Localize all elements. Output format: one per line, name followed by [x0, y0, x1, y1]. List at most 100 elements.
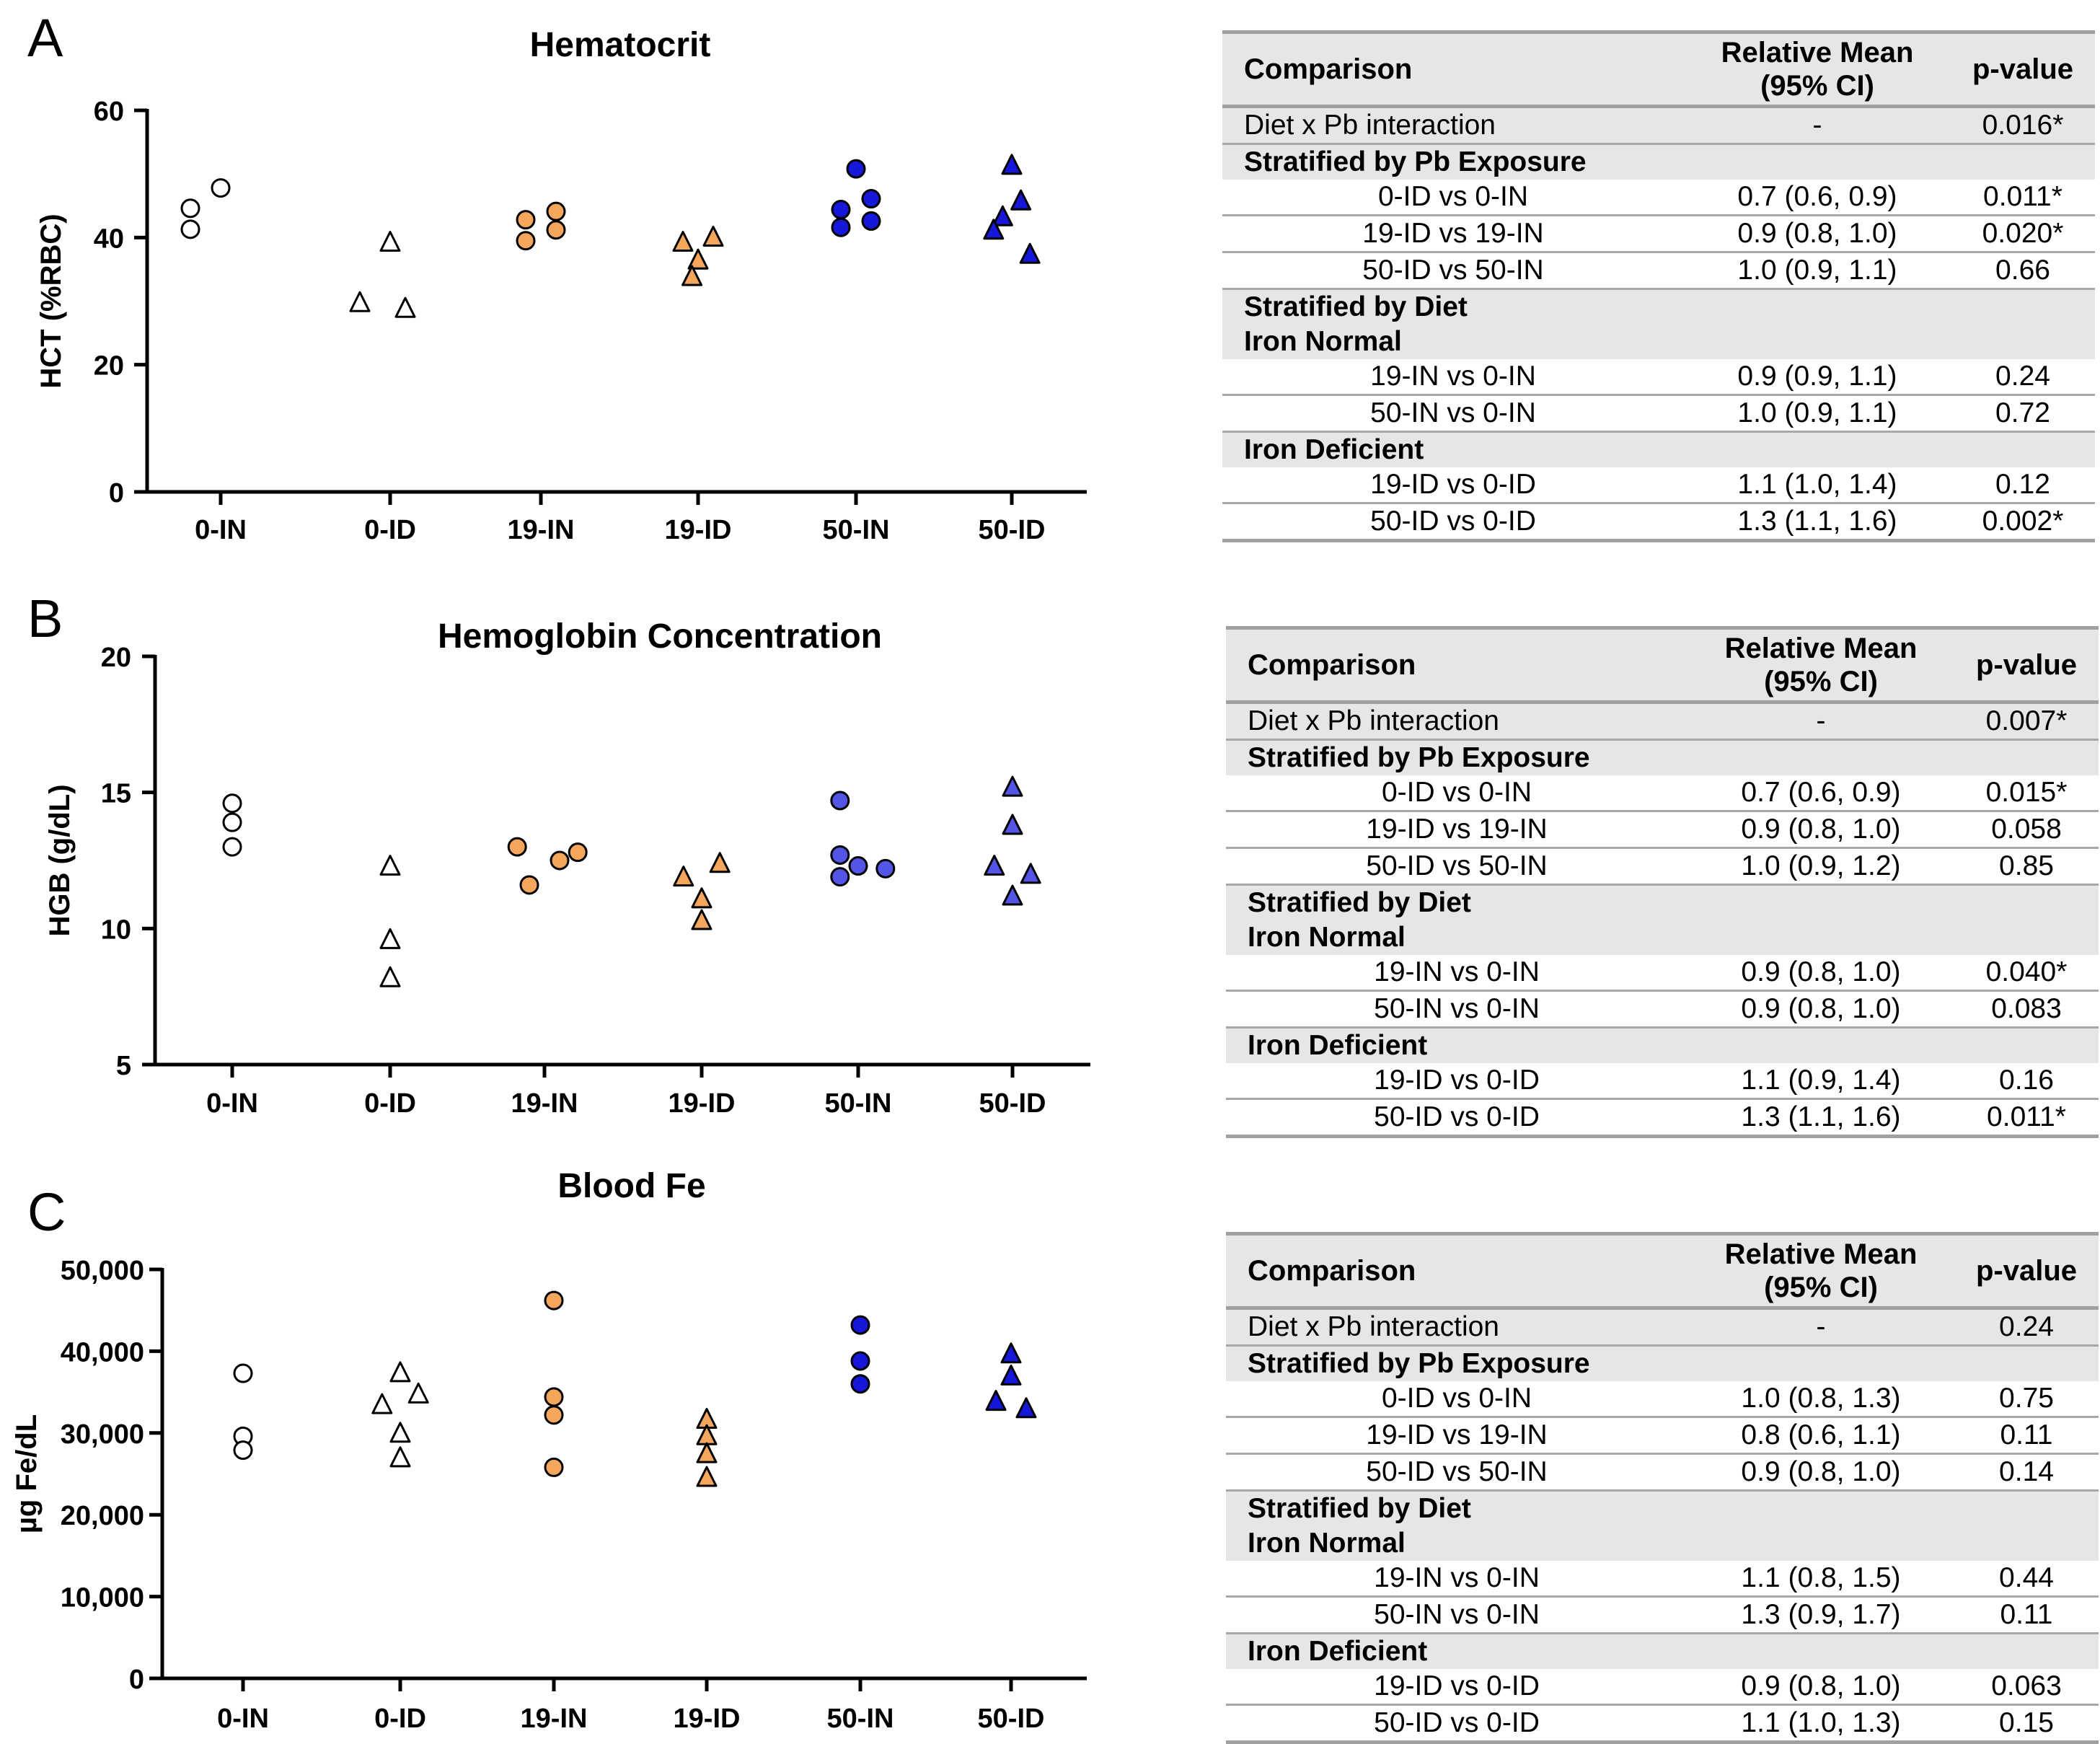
y-tick-label: 0	[129, 1665, 144, 1695]
data-point-19-IN	[544, 1387, 564, 1407]
cell-relative-mean: 0.9 (0.8, 1.0)	[1688, 811, 1954, 849]
table-row: 19-ID vs 19-IN 0.9 (0.8, 1.0) 0.020*	[1222, 215, 2095, 253]
y-tick-label: 30,000	[61, 1419, 144, 1450]
cell-p-value: 0.72	[1951, 395, 2095, 433]
panel-letter-b: B	[27, 589, 63, 648]
data-point-50-IN	[830, 867, 850, 887]
table-section-row: Iron Deficient	[1226, 1633, 2099, 1669]
cell-comparison: 50-ID vs 50-IN	[1226, 1453, 1688, 1492]
data-point-19-IN	[516, 231, 536, 251]
data-point-50-ID	[1002, 814, 1023, 835]
table-row: 19-ID vs 0-ID 0.9 (0.8, 1.0) 0.063	[1226, 1669, 2099, 1706]
cell-relative-mean	[1684, 144, 1951, 180]
table-row: 19-ID vs 19-IN 0.8 (0.6, 1.1) 0.11	[1226, 1417, 2099, 1455]
cell-comparison: Stratified by Pb Exposure	[1226, 1345, 1688, 1381]
cell-relative-mean	[1688, 1526, 1954, 1561]
x-tick-label: 0-ID	[374, 1704, 426, 1734]
data-point-0-ID	[407, 1382, 429, 1404]
data-point-50-IN	[830, 845, 850, 865]
data-point-50-IN	[848, 856, 868, 876]
data-point-19-ID	[691, 887, 712, 909]
header-comparison: Comparison	[1226, 1232, 1688, 1310]
data-point-19-IN	[544, 1405, 564, 1425]
data-point-0-IN	[180, 198, 200, 219]
cell-p-value	[1951, 431, 2095, 467]
cell-relative-mean	[1688, 884, 1954, 920]
cell-relative-mean: 1.1 (1.0, 1.3)	[1688, 1704, 1954, 1744]
table-row: 19-IN vs 0-IN 1.1 (0.8, 1.5) 0.44	[1226, 1561, 2099, 1598]
cell-p-value	[1954, 1027, 2099, 1063]
cell-p-value: 0.015*	[1954, 775, 2099, 812]
data-point-50-IN	[850, 1351, 870, 1371]
table-row: 50-ID vs 50-IN 0.9 (0.8, 1.0) 0.14	[1226, 1453, 2099, 1492]
cell-relative-mean: 0.9 (0.8, 1.0)	[1688, 1669, 1954, 1706]
cell-comparison: 19-ID vs 0-ID	[1226, 1063, 1688, 1100]
cell-relative-mean	[1688, 1345, 1954, 1381]
table-row: 50-ID vs 50-IN 1.0 (0.9, 1.1) 0.66	[1222, 252, 2095, 290]
table-row: 50-ID vs 0-ID 1.3 (1.1, 1.6) 0.011*	[1226, 1098, 2099, 1138]
chart-title: Hematocrit	[530, 26, 711, 64]
cell-comparison: 19-ID vs 0-ID	[1226, 1669, 1688, 1706]
cell-relative-mean	[1688, 1633, 1954, 1669]
cell-p-value	[1954, 1526, 2099, 1561]
x-tick-label: 0-IN	[217, 1704, 269, 1734]
cell-relative-mean: 1.0 (0.9, 1.1)	[1684, 252, 1951, 290]
data-point-19-ID	[681, 265, 703, 286]
data-point-50-ID	[984, 855, 1005, 876]
blood-fe-chart: Blood Fe µg Fe/dL 0 10,000 20,000 30,000 40,00…	[11, 1167, 1087, 1734]
data-point-19-IN	[550, 850, 570, 871]
table-row: 19-IN vs 0-IN 0.9 (0.8, 1.0) 0.040*	[1226, 955, 2099, 992]
cell-p-value	[1951, 144, 2095, 180]
data-point-0-ID	[349, 291, 371, 312]
data-point-0-IN	[233, 1363, 253, 1383]
data-point-50-IN	[875, 858, 896, 878]
cell-relative-mean: 0.9 (0.8, 1.0)	[1688, 990, 1954, 1029]
cell-relative-mean: -	[1688, 1308, 1954, 1347]
data-point-50-IN	[831, 217, 851, 237]
table-section-row: Iron Deficient	[1222, 431, 2095, 467]
data-point-50-IN	[831, 200, 851, 220]
table-row: Diet x Pb interaction -0.24	[1226, 1308, 2099, 1347]
table-row: 19-ID vs 0-ID 1.1 (0.9, 1.4) 0.16	[1226, 1063, 2099, 1100]
x-tick-label: 19-IN	[511, 1088, 578, 1119]
header-relative-mean-line1: Relative Mean	[1721, 37, 1914, 69]
cell-p-value	[1954, 884, 2099, 920]
cell-comparison: 0-ID vs 0-IN	[1226, 775, 1688, 812]
cell-p-value: 0.44	[1954, 1561, 2099, 1598]
cell-comparison: 50-ID vs 50-IN	[1222, 252, 1684, 290]
data-point-50-ID	[1002, 884, 1023, 906]
cell-relative-mean: 1.1 (1.0, 1.4)	[1684, 467, 1951, 504]
table-row: Diet x Pb interaction -0.016*	[1222, 106, 2095, 145]
cell-relative-mean: 1.3 (1.1, 1.6)	[1684, 503, 1951, 542]
data-point-0-ID	[371, 1393, 393, 1414]
y-tick-label: 40,000	[61, 1337, 144, 1368]
cell-relative-mean: 1.0 (0.9, 1.1)	[1684, 395, 1951, 433]
cell-p-value: 0.16	[1954, 1063, 2099, 1100]
cell-comparison: 19-ID vs 19-IN	[1222, 215, 1684, 253]
cell-p-value: 0.083	[1954, 990, 2099, 1029]
cell-comparison: 50-IN vs 0-IN	[1226, 990, 1688, 1029]
chart-title: Hemoglobin Concentration	[438, 617, 882, 656]
cell-relative-mean: 0.9 (0.8, 1.0)	[1688, 1453, 1954, 1492]
cell-p-value: 0.007*	[1954, 702, 2099, 741]
y-axis-label: HCT (%RBC)	[35, 213, 67, 388]
header-relative-mean: Relative Mean (95% CI)	[1684, 30, 1951, 108]
data-point-19-ID	[672, 231, 694, 252]
cell-comparison: Diet x Pb interaction	[1222, 106, 1684, 145]
header-relative-mean: Relative Mean (95% CI)	[1688, 626, 1954, 704]
cell-relative-mean: 0.8 (0.6, 1.1)	[1688, 1417, 1954, 1455]
header-p-value: p-value	[1951, 30, 2095, 108]
cell-comparison: 50-ID vs 0-ID	[1226, 1098, 1688, 1138]
data-point-50-IN	[850, 1374, 870, 1394]
x-tick-label: 0-ID	[364, 515, 416, 545]
cell-p-value: 0.011*	[1951, 180, 2095, 216]
panel-letter-c: C	[27, 1182, 66, 1242]
cell-p-value	[1954, 1490, 2099, 1526]
x-tick-label: 50-ID	[979, 1088, 1046, 1119]
cell-p-value	[1954, 1345, 2099, 1381]
cell-comparison: Diet x Pb interaction	[1226, 702, 1688, 741]
cell-relative-mean: 1.0 (0.9, 1.2)	[1688, 847, 1954, 886]
cell-comparison: Stratified by Pb Exposure	[1226, 739, 1688, 775]
x-tick-label: 0-IN	[206, 1088, 258, 1119]
cell-relative-mean: 1.1 (0.8, 1.5)	[1688, 1561, 1954, 1598]
